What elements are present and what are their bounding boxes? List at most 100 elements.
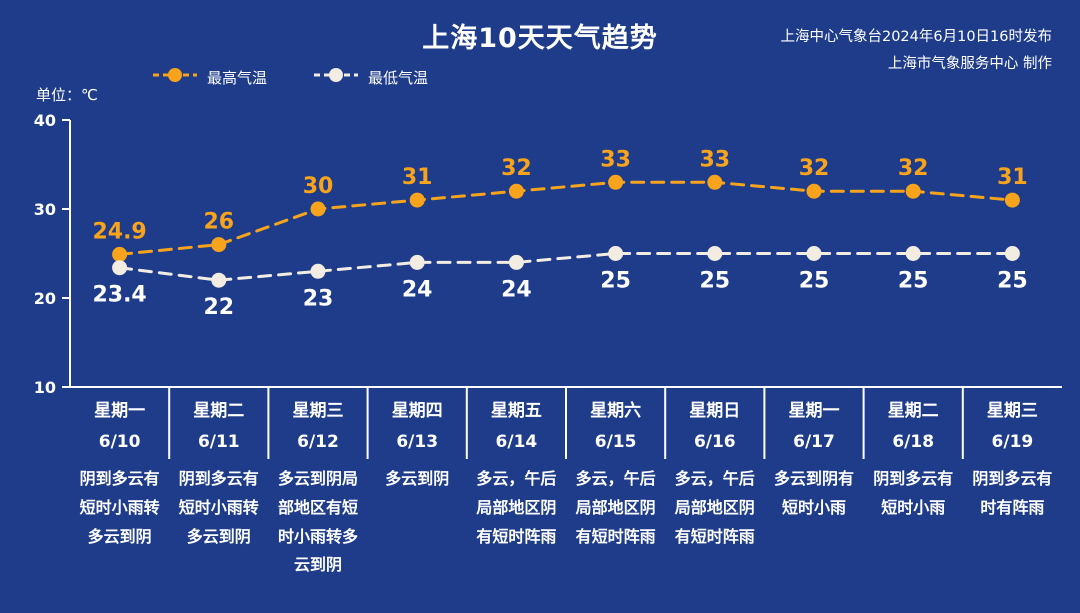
legend-label-max: 最高气温 bbox=[207, 68, 268, 87]
day-column: 星期六 6/15 多云，午后局部地区阴有短时阵雨 bbox=[566, 396, 665, 580]
min-temp-point bbox=[1004, 246, 1020, 261]
publisher-line-1: 上海中心气象台2024年6月10日16时发布 bbox=[780, 29, 1052, 45]
chart-legend: 最高气温 最低气温 bbox=[152, 66, 428, 88]
min-temp-value-label: 23 bbox=[303, 286, 334, 311]
date-label: 6/18 bbox=[892, 432, 935, 452]
date-label: 6/14 bbox=[495, 432, 538, 452]
day-column: 星期一 6/17 多云到阴有短时小雨 bbox=[764, 396, 863, 580]
weather-description: 多云到阴 bbox=[385, 469, 450, 488]
max-temp-point bbox=[310, 201, 326, 217]
min-temp-value-label: 23.4 bbox=[92, 283, 146, 308]
day-column: 星期三 6/12 多云到阴局部地区有短时小雨转多云到阴 bbox=[268, 396, 367, 580]
date-label: 6/13 bbox=[396, 432, 439, 452]
min-temp-point bbox=[707, 246, 723, 261]
unit-label: 单位：℃ bbox=[36, 86, 98, 104]
max-temp-point bbox=[707, 174, 723, 190]
max-temp-point bbox=[409, 192, 425, 208]
y-axis-tick-label: 20 bbox=[34, 289, 56, 308]
date-label: 6/15 bbox=[594, 432, 637, 452]
min-temp-value-label: 25 bbox=[898, 269, 929, 294]
min-temp-value-label: 25 bbox=[699, 269, 730, 294]
weather-description: 多云到阴局部地区有短时小雨转多云到阴 bbox=[277, 469, 358, 575]
max-temp-value-label: 30 bbox=[303, 174, 334, 199]
weather-description: 多云到阴有短时小雨 bbox=[773, 469, 854, 517]
legend-label-min: 最低气温 bbox=[368, 68, 429, 87]
min-temp-value-label: 25 bbox=[997, 269, 1028, 294]
y-axis-tick-label: 40 bbox=[34, 111, 56, 130]
y-axis-tick-label: 10 bbox=[34, 378, 56, 397]
publisher-info: 上海中心气象台2024年6月10日16时发布 上海市气象服务中心 制作 bbox=[780, 24, 1052, 78]
min-temp-value-label: 25 bbox=[600, 269, 631, 294]
date-label: 6/10 bbox=[98, 432, 141, 452]
min-temp-value-label: 25 bbox=[799, 269, 830, 294]
weekday-label: 星期二 bbox=[887, 401, 939, 421]
legend-item-min-temp: 最低气温 bbox=[313, 66, 428, 88]
weekday-label: 星期五 bbox=[490, 401, 542, 421]
min-temp-line bbox=[118, 252, 1014, 282]
min-temp-point bbox=[211, 272, 227, 288]
weekday-label: 星期一 bbox=[94, 401, 146, 421]
date-label: 6/17 bbox=[793, 432, 835, 452]
day-column: 星期三 6/19 阴到多云有时有阵雨 bbox=[963, 396, 1062, 580]
date-label: 6/16 bbox=[693, 432, 736, 452]
day-columns: 星期一 6/10 阴到多云有短时小雨转多云到阴 星期二 6/11 阴到多云有短时小雨转多云… bbox=[70, 396, 1062, 580]
weekday-label: 星期一 bbox=[788, 401, 840, 421]
date-label: 6/12 bbox=[297, 432, 339, 452]
min-temp-value-label: 22 bbox=[203, 295, 234, 320]
max-temp-point bbox=[112, 246, 128, 262]
weekday-label: 星期三 bbox=[292, 401, 344, 421]
day-column: 星期四 6/13 多云到阴 bbox=[368, 396, 467, 580]
legend-item-max-temp: 最高气温 bbox=[152, 66, 267, 88]
weather-description: 多云，午后局部地区阴有短时阵雨 bbox=[674, 469, 755, 546]
min-temp-point bbox=[608, 246, 624, 261]
max-temp-point bbox=[806, 183, 822, 199]
weather-description: 阴到多云有短时小雨 bbox=[873, 469, 954, 517]
day-column: 星期一 6/10 阴到多云有短时小雨转多云到阴 bbox=[70, 396, 169, 580]
date-label: 6/19 bbox=[991, 432, 1034, 452]
weekday-label: 星期日 bbox=[689, 401, 741, 421]
max-temp-value-label: 32 bbox=[501, 156, 532, 181]
weather-description: 阴到多云有短时小雨转多云到阴 bbox=[79, 469, 160, 546]
max-temp-value-label: 31 bbox=[997, 165, 1028, 190]
max-temp-value-label: 26 bbox=[203, 210, 234, 235]
max-temp-point bbox=[211, 237, 227, 253]
weekday-label: 星期六 bbox=[590, 401, 642, 421]
publisher-line-2: 上海市气象服务中心 制作 bbox=[887, 55, 1052, 72]
weather-description: 阴到多云有短时小雨转多云到阴 bbox=[178, 469, 259, 546]
weather-description: 多云，午后局部地区阴有短时阵雨 bbox=[575, 469, 656, 546]
max-temp-value-label: 33 bbox=[699, 147, 730, 172]
weekday-label: 星期三 bbox=[986, 401, 1038, 421]
min-temp-point bbox=[112, 260, 128, 276]
max-temp-point bbox=[508, 183, 524, 199]
max-temp-point bbox=[905, 183, 921, 199]
min-temp-value-label: 24 bbox=[402, 277, 433, 302]
max-temp-value-label: 32 bbox=[799, 156, 830, 181]
max-temp-point bbox=[1004, 192, 1020, 208]
max-temp-value-label: 33 bbox=[600, 147, 631, 172]
day-column: 星期日 6/16 多云，午后局部地区阴有短时阵雨 bbox=[665, 396, 764, 580]
max-temp-point bbox=[608, 174, 624, 190]
min-temp-point bbox=[310, 263, 326, 279]
weekday-label: 星期四 bbox=[391, 401, 443, 421]
max-temp-line bbox=[118, 180, 1014, 256]
page-title: 上海10天天气趋势 bbox=[422, 23, 658, 54]
day-column: 星期二 6/18 阴到多云有短时小雨 bbox=[864, 396, 963, 580]
y-axis-tick-label: 30 bbox=[34, 200, 56, 219]
min-temp-point bbox=[806, 246, 822, 261]
day-column: 星期五 6/14 多云，午后局部地区阴有短时阵雨 bbox=[467, 396, 566, 580]
weather-description: 阴到多云有时有阵雨 bbox=[972, 469, 1053, 517]
weekday-label: 星期二 bbox=[193, 401, 245, 421]
min-temp-marker-icon bbox=[313, 66, 359, 88]
date-label: 6/11 bbox=[197, 432, 240, 452]
min-temp-point bbox=[508, 254, 524, 270]
max-temp-value-label: 32 bbox=[898, 156, 929, 181]
min-temp-point bbox=[409, 254, 425, 270]
max-temp-marker-icon bbox=[152, 66, 198, 88]
weather-description: 多云，午后局部地区阴有短时阵雨 bbox=[476, 469, 557, 546]
max-temp-value-label: 31 bbox=[402, 165, 433, 190]
min-temp-point bbox=[905, 246, 921, 261]
max-temp-value-label: 24.9 bbox=[92, 219, 146, 244]
day-column: 星期二 6/11 阴到多云有短时小雨转多云到阴 bbox=[169, 396, 268, 580]
